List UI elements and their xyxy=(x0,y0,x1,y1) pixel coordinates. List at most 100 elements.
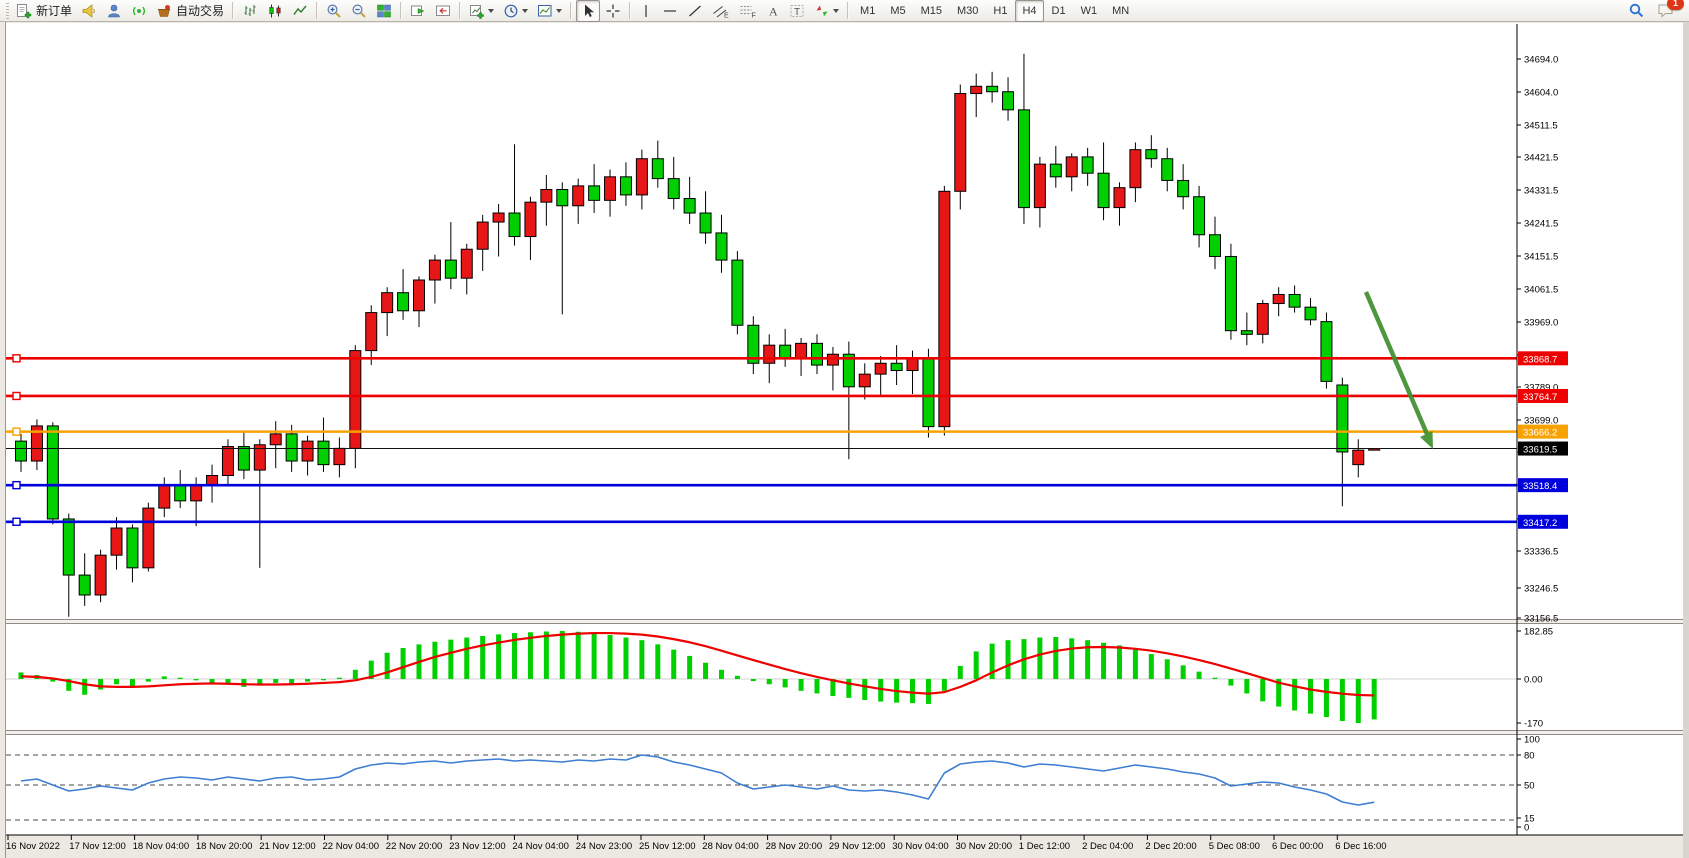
price-tick-label: 33789.0 xyxy=(1524,383,1558,394)
candle xyxy=(1033,163,1046,209)
macd-histogram-bar xyxy=(830,679,836,697)
cursor-button[interactable] xyxy=(576,0,601,22)
pane-splitter[interactable] xyxy=(6,730,1683,735)
candle xyxy=(349,350,362,449)
price-badge-label: 33518.4 xyxy=(1523,481,1557,492)
equidistant-channel-button[interactable]: E xyxy=(708,0,734,22)
zoom-in-button[interactable] xyxy=(322,0,346,22)
bar-chart-button[interactable] xyxy=(238,0,262,22)
time-tick-label: 16 Nov 2022 xyxy=(6,841,60,852)
macd-histogram-bar xyxy=(1101,642,1107,679)
timeframe-mn[interactable]: MN xyxy=(1112,4,1130,17)
chat-button[interactable]: 1 xyxy=(1653,0,1684,22)
time-tick-label: 1 Dec 12:00 xyxy=(1019,841,1070,852)
macd-histogram-bar xyxy=(559,631,565,679)
timeframe-m15[interactable]: M15 xyxy=(920,4,942,17)
macd-histogram-bar xyxy=(66,679,72,691)
signals-button[interactable] xyxy=(127,0,151,22)
price-tick-label: 34241.5 xyxy=(1524,219,1558,230)
candle xyxy=(508,212,521,238)
search-button[interactable] xyxy=(1624,0,1649,22)
pane-splitter[interactable] xyxy=(6,619,1683,624)
chevron-down-icon xyxy=(522,8,529,13)
macd-histogram-bar xyxy=(846,679,852,698)
hline-handle[interactable] xyxy=(12,427,21,436)
price-tick-label: 33969.0 xyxy=(1524,318,1558,329)
macd-axis-label: 0.00 xyxy=(1524,675,1543,686)
vertical-line-button[interactable] xyxy=(635,0,657,22)
time-tick-label: 17 Nov 12:00 xyxy=(69,841,126,852)
candle xyxy=(540,188,553,203)
trendline-button[interactable] xyxy=(683,0,707,22)
price-badge xyxy=(1518,351,1568,366)
macd-histogram-bar xyxy=(1132,649,1138,679)
macd-histogram-bar xyxy=(782,679,788,688)
auto-trading-button[interactable]: 自动交易 xyxy=(152,0,228,22)
text-button[interactable]: A xyxy=(762,0,784,22)
trend-arrow-annotation[interactable] xyxy=(1363,291,1430,435)
timeframe-m5[interactable]: M5 xyxy=(890,4,906,17)
svg-text:A: A xyxy=(769,4,778,18)
macd-histogram-bar xyxy=(257,679,263,686)
hline-handle[interactable] xyxy=(12,480,21,490)
candle xyxy=(524,201,537,238)
chart-shift-button[interactable] xyxy=(431,0,455,22)
chart-window[interactable]: DJ30-,H4 33617.5 33619.5 33614.5 33619.5… xyxy=(0,22,1689,858)
new-chart-button[interactable] xyxy=(465,0,498,22)
candlestick-chart-button[interactable] xyxy=(263,0,287,22)
timeframe-m1[interactable]: M1 xyxy=(860,4,876,17)
macd-histogram-bar xyxy=(607,634,613,679)
toolbar-right-group: 1 xyxy=(1624,0,1685,22)
zoom-out-button[interactable] xyxy=(347,0,371,22)
hline-handle[interactable] xyxy=(12,517,21,526)
candle xyxy=(604,176,617,201)
crosshair-button[interactable] xyxy=(601,0,625,22)
new-order-button[interactable]: 新订单 xyxy=(12,0,76,22)
community-button[interactable] xyxy=(102,0,126,22)
chart-background xyxy=(6,23,1683,835)
line-chart-button[interactable] xyxy=(288,0,312,22)
timeframe-m30[interactable]: M30 xyxy=(957,4,979,17)
toolbar-grip xyxy=(6,2,9,19)
candle xyxy=(221,446,234,477)
timeframe-h4[interactable]: H4 xyxy=(1015,0,1044,22)
chart-canvas: DJ30-,H4 33617.5 33619.5 33614.5 33619.5… xyxy=(0,22,1689,858)
macd-histogram-bar xyxy=(225,679,231,685)
price-tick-label: 34604.0 xyxy=(1524,88,1558,99)
timeframe-h1[interactable]: H1 xyxy=(993,4,1008,17)
fibonacci-icon: F xyxy=(739,3,757,19)
new-order-icon xyxy=(16,3,32,19)
tile-windows-button[interactable] xyxy=(372,0,396,22)
candle xyxy=(15,440,27,462)
macd-histogram-bar xyxy=(623,637,629,679)
candle xyxy=(285,433,298,462)
macd-histogram-bar xyxy=(1212,677,1218,679)
hline-handle[interactable] xyxy=(12,354,21,363)
trend-arrow-head xyxy=(1420,431,1433,449)
new-order-label: 新订单 xyxy=(36,4,73,18)
rsi-axis-label: 80 xyxy=(1524,751,1535,762)
macd-histogram-bar xyxy=(384,652,390,679)
zoom-out-icon xyxy=(351,3,367,19)
rsi-axis-label: 0 xyxy=(1524,823,1529,834)
macd-histogram-bar xyxy=(766,679,772,685)
chart-shift-icon xyxy=(435,3,451,19)
hline-handle[interactable] xyxy=(12,391,21,401)
arrow-objects-button[interactable] xyxy=(810,0,843,22)
periods-button[interactable] xyxy=(499,0,532,22)
macd-axis-label: 182.85 xyxy=(1524,627,1553,638)
horizontal-line-button[interactable] xyxy=(658,0,682,22)
auto-scroll-button[interactable] xyxy=(406,0,430,22)
candle xyxy=(858,373,871,388)
timeframe-w1[interactable]: W1 xyxy=(1080,4,1098,17)
templates-button[interactable] xyxy=(533,0,566,22)
macd-histogram-bar xyxy=(464,637,470,679)
svg-text:T: T xyxy=(794,7,800,18)
text-label-button[interactable]: T xyxy=(785,0,809,22)
alerts-button[interactable] xyxy=(77,0,101,22)
main-toolbar: 新订单 自动交易 xyxy=(0,0,1689,22)
time-tick-label: 2 Dec 04:00 xyxy=(1082,841,1133,852)
macd-histogram-bar xyxy=(432,641,438,679)
timeframe-d1[interactable]: D1 xyxy=(1051,4,1066,17)
fibonacci-button[interactable]: F xyxy=(735,0,761,22)
